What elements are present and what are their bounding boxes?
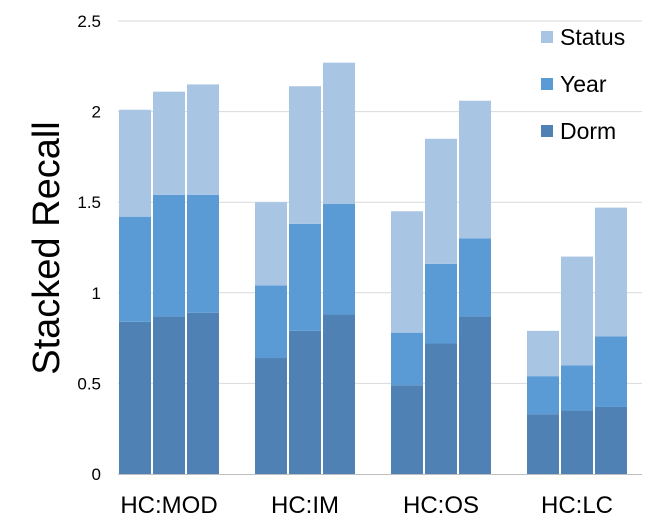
legend: Status Year Dorm [541, 24, 625, 144]
bar-segment-year [527, 376, 559, 415]
x-category-label: HC:IM [271, 492, 339, 519]
bar-segment-status [595, 207, 627, 337]
bar-segment-status [153, 91, 185, 195]
bar-segment-status [561, 256, 593, 366]
bar-segment-dorm [255, 358, 287, 474]
legend-swatch-dorm [541, 125, 553, 137]
bar-segment-year [187, 194, 219, 313]
bar-segment-dorm [187, 312, 219, 474]
y-tick-label: 1.5 [77, 193, 101, 212]
y-tick-label: 2.5 [77, 12, 101, 31]
bar-segment-dorm [391, 385, 423, 474]
legend-label-dorm: Dorm [560, 118, 616, 144]
bar-segment-year [391, 332, 423, 386]
bar-segment-status [459, 100, 491, 239]
bar-segment-year [323, 204, 355, 315]
bar-segment-year [459, 238, 491, 317]
bar-segment-year [119, 216, 151, 322]
x-category-label: HC:LC [541, 492, 613, 519]
bar-segment-dorm [527, 414, 559, 474]
bar-segment-status [187, 84, 219, 195]
legend-label-year: Year [560, 71, 607, 97]
bar-segment-status [289, 86, 321, 224]
bar-segment-year [289, 223, 321, 331]
y-tick-label: 0.5 [77, 374, 101, 393]
bar-segment-dorm [595, 406, 627, 474]
bar-segment-status [391, 211, 423, 333]
bar-segment-status [119, 109, 151, 217]
axes: 0 0.5 1 1.5 2 2.5 HC:MOD HC:IM HC:OS HC:LC [77, 12, 642, 519]
bars [119, 62, 627, 474]
legend-swatch-year [541, 78, 553, 90]
bar-segment-year [561, 365, 593, 411]
legend-swatch-status [541, 31, 553, 43]
bar-segment-year [595, 336, 627, 407]
legend-label-status: Status [560, 24, 625, 50]
bar-segment-status [323, 62, 355, 205]
bar-segment-dorm [119, 321, 151, 474]
x-category-label: HC:MOD [120, 492, 217, 519]
bar-segment-dorm [459, 316, 491, 474]
bar-segment-dorm [323, 314, 355, 474]
x-category-label: HC:OS [403, 492, 479, 519]
y-tick-label: 1 [92, 284, 101, 303]
y-axis-title: Stacked Recall [26, 121, 68, 374]
bar-segment-status [255, 202, 287, 286]
bar-segment-dorm [561, 410, 593, 474]
bar-segment-year [255, 285, 287, 359]
bar-segment-status [527, 330, 559, 377]
y-tick-label: 2 [92, 103, 101, 122]
y-tick-label: 0 [92, 465, 101, 484]
bar-segment-status [425, 138, 457, 264]
bar-segment-dorm [425, 343, 457, 474]
bar-segment-year [153, 194, 185, 317]
bar-segment-year [425, 263, 457, 344]
bar-segment-dorm [153, 316, 185, 474]
bar-segment-dorm [289, 330, 321, 474]
